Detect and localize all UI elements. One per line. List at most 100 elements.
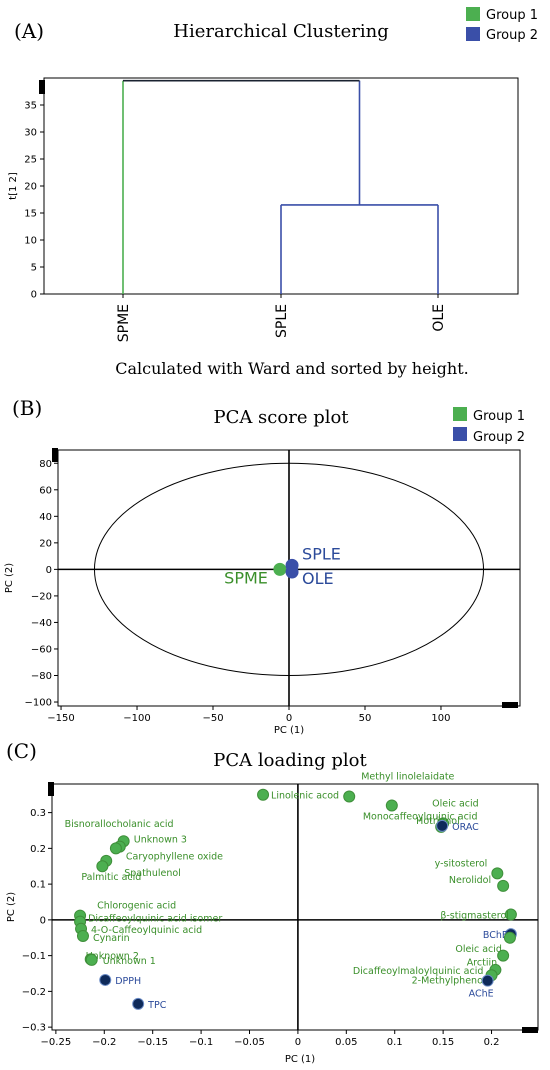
compound-label: Oleic acid <box>432 798 479 809</box>
compound-label: Dicaffeoylmaloylquinic acid <box>353 966 484 977</box>
y-tick-label: 0.1 <box>30 880 46 891</box>
compound-point <box>491 867 504 880</box>
x-tick-label: −100 <box>123 713 150 724</box>
y-tick-label: 35 <box>24 101 37 112</box>
legend-b-group2-label: Group 2 <box>473 430 525 445</box>
score-point-label: SPLE <box>302 544 341 563</box>
compound-label: Unknown 2 <box>86 951 139 962</box>
compound-label: β-stigmasterol <box>440 911 509 922</box>
legend-a-group1-swatch <box>466 7 480 21</box>
loading-plot-panel: (C) PCA loading plot PC (2) PC (1) −0.25… <box>6 739 539 1065</box>
legend-a-group1-label: Group 1 <box>486 8 538 23</box>
legend-a-group2-label: Group 2 <box>486 28 538 43</box>
zoom-handle-b-x[interactable] <box>502 702 518 708</box>
compound-label: Unknown 1 <box>103 956 156 967</box>
panel-c-label: (C) <box>6 739 37 763</box>
panel-b-label: (B) <box>12 396 42 420</box>
score-plot-points: SPME SPLE OLE <box>224 544 341 588</box>
y-tick-label: 25 <box>24 155 37 166</box>
compound-label: Unknown 3 <box>134 835 187 846</box>
y-tick-label: 60 <box>39 485 52 496</box>
assay-point <box>481 974 494 987</box>
compound-point <box>96 860 109 873</box>
x-tick-label: −0.15 <box>137 1037 168 1048</box>
loading-plot-y-label: PC (2) <box>6 892 17 922</box>
y-tick-label: 80 <box>39 459 52 470</box>
compound-label: Oleic acid <box>455 944 502 955</box>
score-point-label: OLE <box>302 569 334 588</box>
x-tick-label: −0.05 <box>234 1037 265 1048</box>
x-tick-label: 0.05 <box>335 1037 357 1048</box>
loading-plot-x-label: PC (1) <box>285 1054 315 1065</box>
score-plot-title: PCA score plot <box>213 407 349 428</box>
compound-label: Chlorogenic acid <box>97 901 176 912</box>
legend-a-group2-swatch <box>466 27 480 41</box>
y-tick-label: 15 <box>24 209 37 220</box>
compound-label: Nerolidol <box>449 875 491 886</box>
score-plot-panel: (B) PCA score plot Group 1 Group 2 PC (2… <box>4 396 525 736</box>
x-tick-label: −50 <box>202 713 223 724</box>
y-tick-label: 10 <box>24 236 37 247</box>
assay-label: AChE <box>469 989 494 1000</box>
compound-label: y-sitosterol <box>435 858 488 869</box>
legend-b-group1-label: Group 1 <box>473 409 525 424</box>
leaf-label: OLE <box>431 304 447 332</box>
score-plot-x-label: PC (1) <box>274 725 304 736</box>
assay-label: BChE <box>483 930 508 941</box>
dendrogram-title: Hierarchical Clustering <box>173 21 389 42</box>
hotelling-ellipse <box>93 462 485 676</box>
legend-b-group1-swatch <box>453 407 467 421</box>
y-tick-label: 0.2 <box>30 844 46 855</box>
loading-plot-title: PCA loading plot <box>213 750 367 771</box>
legend-b-group2-swatch <box>453 427 467 441</box>
y-tick-label: 30 <box>24 128 37 139</box>
x-tick-label: −0.2 <box>92 1037 116 1048</box>
x-tick-label: −0.1 <box>189 1037 213 1048</box>
zoom-handle-a[interactable] <box>39 80 45 94</box>
x-tick-label: 0.1 <box>387 1037 403 1048</box>
x-tick-label: 100 <box>431 713 450 724</box>
score-plot-axes: −150 −100 −50 0 50 100 −100 −80 −60 −40 −20 0 20 40 60… <box>25 450 520 724</box>
compound-label: Arctiin <box>467 958 497 969</box>
compound-label: Linolenic acod <box>271 791 339 802</box>
assay-label: ORAC <box>452 822 479 833</box>
assay-label: DPPH <box>115 976 141 987</box>
compound-point <box>76 929 89 942</box>
compound-point <box>497 879 510 892</box>
compound-label: Bisnorallocholanic acid <box>65 819 174 830</box>
zoom-handle-c-x[interactable] <box>522 1027 538 1033</box>
y-tick-label: −20 <box>31 591 52 602</box>
assay-point <box>436 819 449 832</box>
y-tick-label: 40 <box>39 512 52 523</box>
y-tick-label: −60 <box>31 644 52 655</box>
panel-a-label: (A) <box>14 19 44 43</box>
loading-plot-frame <box>51 783 539 1031</box>
dendrogram-branches <box>122 79 439 294</box>
loading-plot-axes: −0.25 −0.2 −0.15 −0.1 −0.05 0 0.05 0.1 0.15 0.2 −0… <box>22 784 538 1048</box>
loading-plot-points: Linolenic acod Methyl linolelaidate Monoca… <box>65 772 517 1011</box>
compound-label: Spathulenol <box>124 868 181 879</box>
y-tick-label: 0 <box>40 915 46 926</box>
compound-point <box>504 908 517 921</box>
compound-label: Palmitic acid <box>81 872 141 883</box>
y-tick-label: 0.3 <box>30 808 46 819</box>
score-point <box>273 562 287 576</box>
dendrogram-panel: (A) Hierarchical Clustering Group 1 Grou… <box>8 7 538 378</box>
compound-point <box>385 799 398 812</box>
y-tick-label: −100 <box>25 698 52 709</box>
x-tick-label: 50 <box>359 713 372 724</box>
zoom-handle-b-y[interactable] <box>52 448 58 462</box>
y-tick-label: 20 <box>24 182 37 193</box>
zoom-handle-c-y[interactable] <box>48 782 54 796</box>
dendrogram-caption: Calculated with Ward and sorted by heigh… <box>115 359 468 378</box>
y-tick-label: 0 <box>31 290 37 301</box>
y-tick-label: 0 <box>46 565 52 576</box>
compound-point <box>257 788 270 801</box>
x-tick-label: 0 <box>286 713 292 724</box>
compound-label: Hotrienol <box>416 816 460 827</box>
x-tick-label: −150 <box>47 713 74 724</box>
compound-point <box>343 790 356 803</box>
leaf-label: SPLE <box>274 304 290 338</box>
y-tick-label: −80 <box>31 671 52 682</box>
score-point-label: SPME <box>224 568 268 587</box>
